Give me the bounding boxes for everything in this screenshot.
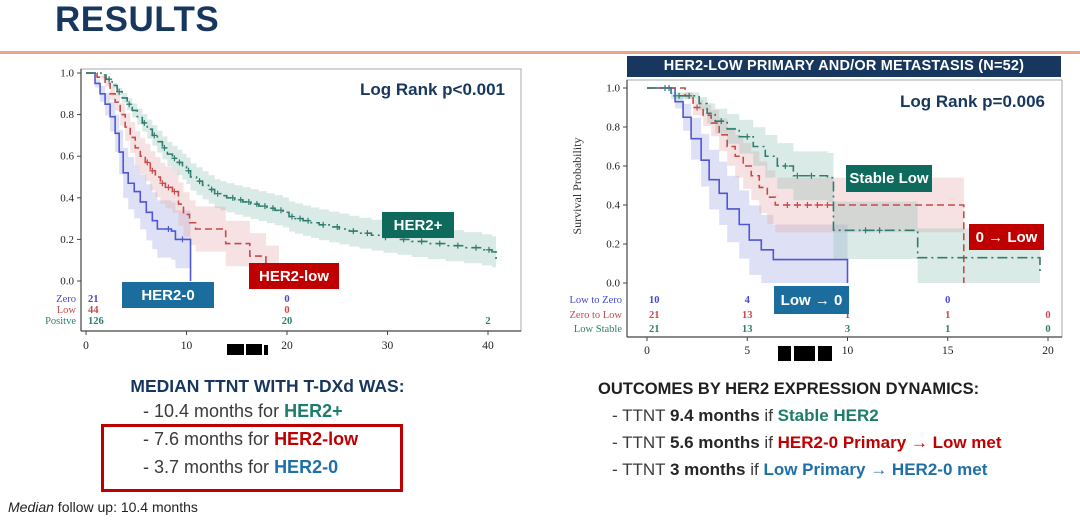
- right-chart-header-banner: HER2-LOW PRIMARY AND/OR METASTASIS (N=52…: [627, 56, 1061, 77]
- svg-text:Zero to Low: Zero to Low: [570, 310, 623, 321]
- svg-text:10: 10: [649, 295, 660, 306]
- svg-text:Positve: Positve: [45, 316, 76, 327]
- svg-text:20: 20: [281, 340, 293, 352]
- redacted-axis-label-block: [794, 346, 815, 361]
- svg-text:5: 5: [744, 345, 750, 357]
- line-text: - 10.4 months for: [143, 401, 285, 421]
- page-title: RESULTS: [55, 0, 220, 39]
- svg-text:0.8: 0.8: [606, 122, 620, 134]
- svg-text:21: 21: [649, 310, 660, 321]
- footer-text: follow up: 10.4 months: [53, 499, 198, 515]
- svg-text:0.2: 0.2: [606, 239, 620, 251]
- svg-text:20: 20: [282, 316, 293, 327]
- svg-text:0: 0: [1045, 324, 1050, 335]
- line-text: - TTNT: [612, 460, 670, 479]
- line-text: - 3.7 months for: [143, 457, 275, 477]
- outcome-low-to-zero-line: - TTNT 3 months if Low Primary → HER2-0 …: [612, 460, 987, 480]
- footer-italic: Median: [8, 499, 54, 515]
- svg-text:44: 44: [88, 305, 99, 316]
- svg-text:Survival Probability: Survival Probability: [570, 138, 584, 235]
- accent-divider: [0, 51, 1080, 54]
- svg-text:126: 126: [88, 316, 104, 327]
- svg-text:1: 1: [945, 310, 950, 321]
- svg-text:0.8: 0.8: [60, 109, 74, 121]
- svg-text:Zero: Zero: [56, 294, 76, 305]
- svg-text:0: 0: [83, 340, 89, 352]
- left-logrank-label: Log Rank p<0.001: [359, 80, 505, 99]
- svg-text:0: 0: [1045, 310, 1050, 321]
- left-km-chart: 1.0 0.8 0.6 0.4 0.2 0.0 0 10 20 30 40 Zero 21 0 Low 44 0…: [45, 68, 522, 352]
- svg-text:20: 20: [1042, 345, 1054, 357]
- svg-text:10: 10: [181, 340, 193, 352]
- svg-text:13: 13: [742, 310, 753, 321]
- line-text: if: [759, 406, 778, 425]
- svg-text:10: 10: [842, 345, 854, 357]
- svg-text:0.2: 0.2: [60, 234, 74, 246]
- redacted-axis-label-block: [818, 346, 832, 361]
- svg-text:Low: Low: [57, 305, 77, 316]
- line-highlight: HER2-0 Primary → Low met: [777, 433, 1002, 452]
- line-text: - TTNT: [612, 433, 670, 452]
- svg-text:0.6: 0.6: [606, 161, 620, 173]
- svg-text:30: 30: [382, 340, 394, 352]
- median-followup-note: Median follow up: 10.4 months: [8, 499, 198, 515]
- right-logrank-label: Log Rank p=0.006: [899, 92, 1045, 111]
- svg-text:40: 40: [482, 340, 494, 352]
- svg-text:1.0: 1.0: [606, 83, 620, 95]
- low-to-zero-label-box: Low → 0: [774, 286, 849, 314]
- line-value: 5.6 months: [669, 433, 760, 452]
- her2-positive-label-box: HER2+: [382, 212, 454, 238]
- outcomes-heading: OUTCOMES BY HER2 EXPRESSION DYNAMICS:: [598, 380, 980, 398]
- zero-to-low-label-box: 0 → Low: [969, 224, 1044, 250]
- svg-text:0: 0: [644, 345, 650, 357]
- line-text: - TTNT: [612, 406, 670, 425]
- line-value: 9.4 months: [669, 406, 760, 425]
- svg-text:21: 21: [649, 324, 660, 335]
- svg-text:13: 13: [742, 324, 753, 335]
- svg-text:0.0: 0.0: [606, 278, 620, 290]
- svg-text:4: 4: [745, 295, 751, 306]
- svg-text:0: 0: [284, 294, 289, 305]
- svg-text:Low Stable: Low Stable: [574, 324, 622, 335]
- ttnt-her2-positive-line: - 10.4 months for HER2+: [143, 401, 343, 422]
- her2-low-label-box: HER2-low: [249, 263, 339, 289]
- svg-text:15: 15: [942, 345, 954, 357]
- svg-text:0: 0: [284, 305, 289, 316]
- line-highlight: Low Primary → HER2-0 met: [763, 460, 988, 479]
- highlight-outline-box: [101, 424, 403, 492]
- svg-text:0.0: 0.0: [60, 276, 74, 288]
- line-value: 3 months: [669, 460, 746, 479]
- ttnt-her2-zero-line: - 3.7 months for HER2-0: [143, 457, 338, 478]
- redacted-axis-label-block: [778, 346, 791, 361]
- her2-zero-label-box: HER2-0: [122, 282, 214, 308]
- svg-text:3: 3: [845, 324, 850, 335]
- line-text: if: [759, 433, 778, 452]
- svg-text:0.4: 0.4: [60, 192, 74, 204]
- median-ttnt-heading: MEDIAN TTNT WITH T-DXd WAS:: [130, 376, 405, 396]
- svg-text:0: 0: [945, 295, 950, 306]
- redacted-axis-label-block: [246, 344, 262, 355]
- line-highlight: HER2-0: [274, 457, 339, 477]
- line-text: if: [745, 460, 764, 479]
- svg-text:Low to Zero: Low to Zero: [570, 295, 623, 306]
- line-highlight: HER2+: [284, 401, 343, 421]
- outcome-stable-line: - TTNT 9.4 months if Stable HER2: [612, 406, 879, 426]
- svg-text:1: 1: [845, 310, 850, 321]
- outcome-zero-to-low-line: - TTNT 5.6 months if HER2-0 Primary → Lo…: [612, 433, 1002, 453]
- svg-text:2: 2: [485, 316, 490, 327]
- svg-text:0.6: 0.6: [60, 151, 74, 163]
- svg-text:1.0: 1.0: [60, 68, 74, 80]
- line-highlight: Stable HER2: [777, 406, 879, 425]
- redacted-axis-label-block: [227, 344, 244, 355]
- svg-text:1: 1: [945, 324, 950, 335]
- svg-text:21: 21: [88, 294, 99, 305]
- stable-low-label-box: Stable Low: [846, 165, 932, 192]
- line-highlight: HER2-low: [274, 429, 359, 449]
- svg-text:0.4: 0.4: [606, 200, 620, 212]
- line-text: - 7.6 months for: [143, 429, 275, 449]
- redacted-axis-label-block: [264, 345, 268, 355]
- ttnt-her2-low-line: - 7.6 months for HER2-low: [143, 429, 358, 450]
